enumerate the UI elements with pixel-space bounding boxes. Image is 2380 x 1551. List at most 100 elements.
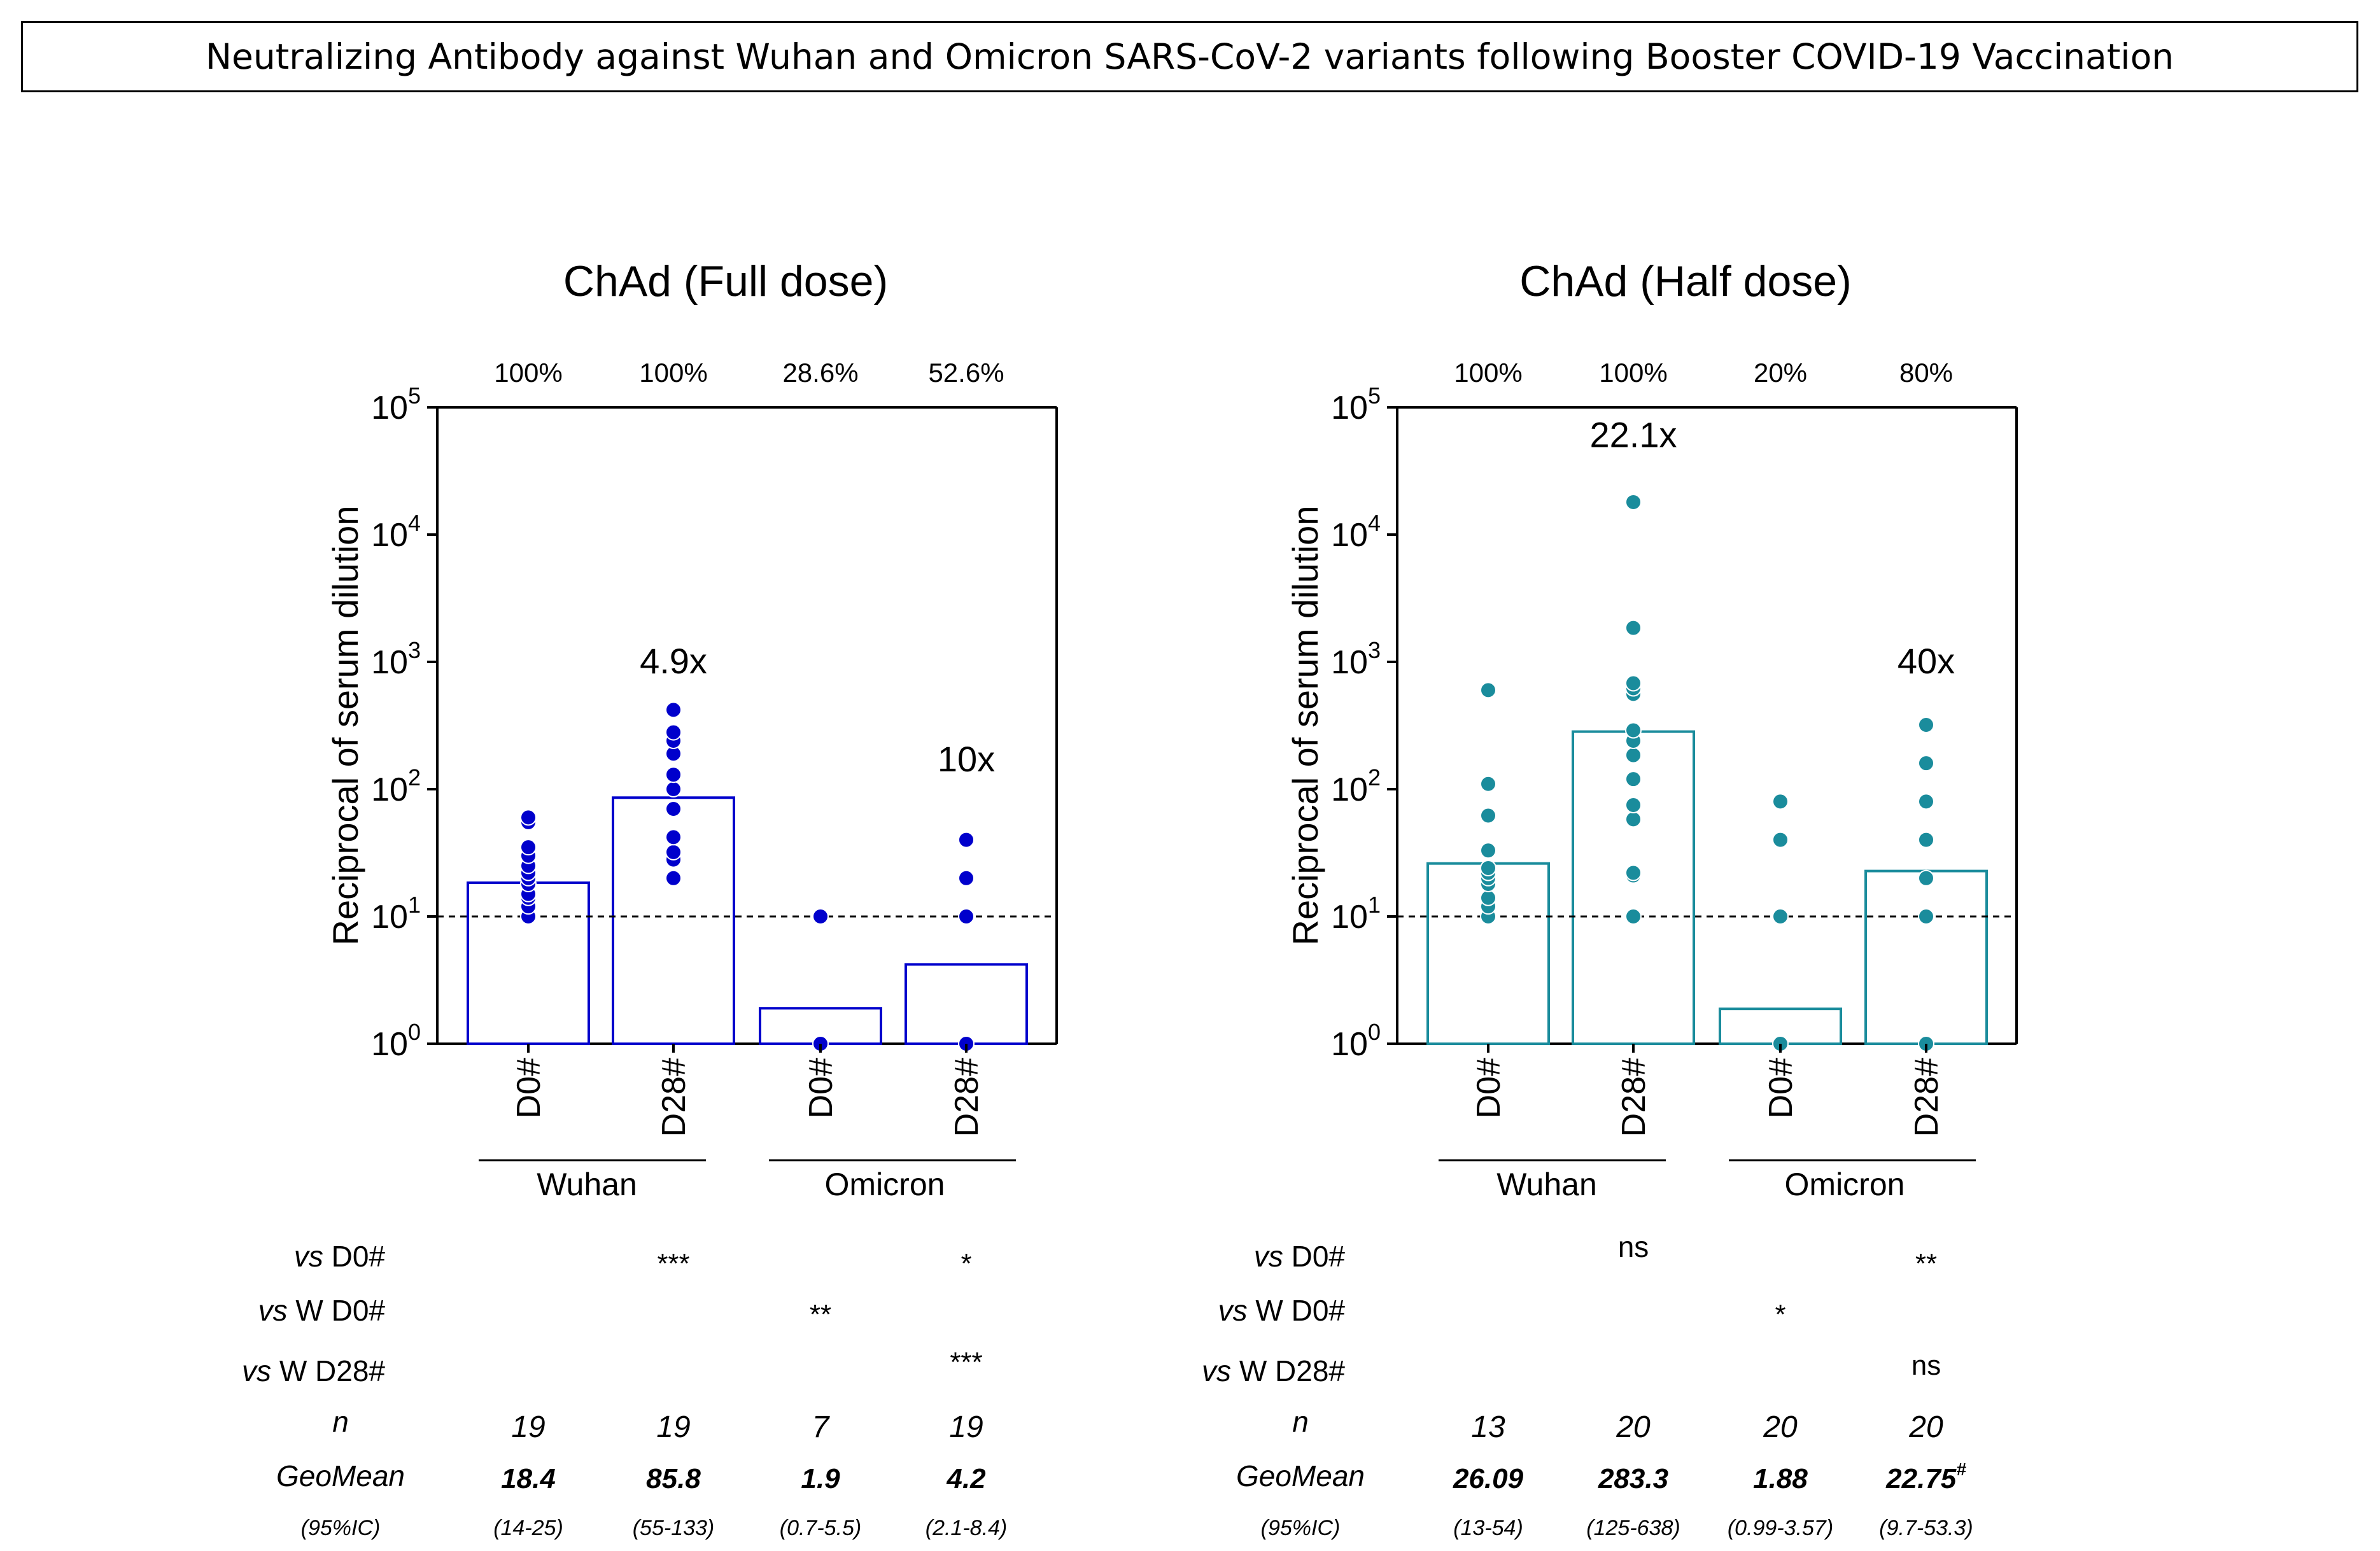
header-title-box: Neutralizing Antibody against Wuhan and … [21, 21, 2358, 92]
percent-label: 100% [494, 358, 562, 388]
percent-label: 80% [1899, 358, 1953, 388]
stat-vs-w-d28: ns [1912, 1350, 1941, 1381]
group-label: Wuhan [537, 1167, 637, 1202]
header-title: Neutralizing Antibody against Wuhan and … [205, 36, 2174, 77]
group-label: Wuhan [1496, 1167, 1597, 1202]
y-tick-label: 104 [1331, 510, 1381, 554]
data-point [812, 908, 829, 925]
chart-title: ChAd (Half dose) [1519, 257, 1852, 305]
data-point [1625, 864, 1642, 881]
stat-n: 19 [511, 1410, 545, 1444]
y-axis-label: Reciprocal of serum dilution [1285, 506, 1325, 946]
x-category-label: D0# [1470, 1058, 1507, 1118]
x-category-label: D28# [1908, 1058, 1945, 1137]
fold-annotation: 40x [1898, 641, 1955, 681]
data-point [520, 809, 537, 826]
data-point [1918, 869, 1934, 887]
stat-label-geomean: GeoMean [1236, 1459, 1365, 1492]
y-tick-label: 100 [1331, 1019, 1381, 1063]
stat-ci: (0.7-5.5) [780, 1516, 862, 1540]
data-point [1918, 793, 1934, 810]
stat-geomean: 18.4 [501, 1463, 556, 1494]
data-point [1625, 811, 1642, 828]
x-category-label: D28# [948, 1058, 985, 1137]
data-point [1480, 682, 1496, 699]
stat-n: 20 [1908, 1410, 1943, 1444]
chart-panel-2: ChAd (Half dose) 100% 100% 20% 80% 100 101 102 1… [1202, 257, 2018, 1540]
data-point [1625, 771, 1642, 788]
y-tick-label: 103 [1331, 637, 1381, 681]
percent-label: 52.6% [928, 358, 1004, 388]
y-tick-label: 105 [371, 382, 421, 426]
percent-label: 28.6% [782, 358, 858, 388]
data-point [1772, 793, 1789, 810]
y-tick-label: 105 [1331, 382, 1381, 426]
stat-label-vs-w-d0: vs W D0# [1218, 1294, 1346, 1327]
data-point [665, 829, 682, 846]
stat-ci: (14-25) [493, 1516, 563, 1540]
stat-n: 19 [949, 1410, 983, 1444]
data-point [520, 839, 537, 856]
stat-n: 20 [1616, 1410, 1651, 1444]
stat-n: 7 [812, 1410, 831, 1444]
data-point [1625, 908, 1642, 925]
stat-vs-w-d28: *** [950, 1347, 982, 1378]
stat-geomean: 26.09 [1453, 1463, 1524, 1494]
stat-vs-w-d0: * [1775, 1299, 1785, 1330]
percent-label: 100% [1599, 358, 1667, 388]
data-point [665, 724, 682, 741]
stat-label-geomean: GeoMean [276, 1459, 405, 1492]
stat-ci: (9.7-53.3) [1879, 1516, 1973, 1540]
stat-geomean: 1.88 [1753, 1463, 1808, 1494]
stat-label-ci: (95%IC) [301, 1516, 381, 1540]
data-point [1480, 775, 1496, 792]
fold-annotation: 10x [938, 739, 995, 779]
data-point [1480, 859, 1496, 876]
stat-label-vs-d0: vs D0# [294, 1240, 386, 1273]
chart-title: ChAd (Full dose) [563, 257, 888, 305]
fold-annotation: 4.9x [640, 641, 707, 681]
stat-geomean: 283.3 [1598, 1463, 1668, 1494]
stat-ci: (125-638) [1586, 1516, 1680, 1540]
data-point [1918, 831, 1934, 848]
group-label: Omicron [1785, 1167, 1905, 1202]
y-tick-label: 103 [371, 637, 421, 681]
y-tick-label: 101 [1331, 892, 1381, 936]
stat-label-vs-d0: vs D0# [1254, 1240, 1346, 1273]
data-point [1918, 716, 1934, 733]
percent-label: 20% [1754, 358, 1807, 388]
x-category-label: D0# [803, 1058, 840, 1118]
stat-label-vs-w-d0: vs W D0# [258, 1294, 386, 1327]
stat-ci: (2.1-8.4) [926, 1516, 1008, 1540]
data-point [1480, 842, 1496, 859]
stat-ci: (13-54) [1453, 1516, 1523, 1540]
data-point [1625, 675, 1642, 692]
stat-vs-d0: ns [1618, 1230, 1649, 1263]
y-tick-label: 102 [1331, 764, 1381, 808]
y-tick-label: 100 [371, 1019, 421, 1063]
stat-label-vs-w-d28: vs W D28# [1202, 1354, 1345, 1387]
data-point [665, 843, 682, 860]
data-point [1625, 722, 1642, 739]
x-category-label: D28# [1616, 1058, 1652, 1137]
chart-panel-1: ChAd (Full dose) 100% 100% 28.6% 52.6% 100 101… [242, 257, 1058, 1540]
data-point [1918, 755, 1934, 772]
stat-n: 20 [1763, 1410, 1798, 1444]
data-point [958, 831, 975, 848]
y-tick-label: 101 [371, 892, 421, 936]
data-point [1772, 831, 1789, 848]
data-point [665, 781, 682, 797]
stat-vs-d0: *** [657, 1248, 689, 1279]
fold-annotation: 22.1x [1590, 414, 1677, 454]
bar [905, 963, 1028, 1045]
bar [1864, 869, 1988, 1046]
stat-label-vs-w-d28: vs W D28# [242, 1354, 385, 1387]
stat-ci: (0.99-3.57) [1728, 1516, 1833, 1540]
stat-geomean: 4.2 [946, 1463, 986, 1494]
stat-label-n: n [332, 1405, 349, 1438]
percent-label: 100% [639, 358, 707, 388]
data-point [665, 800, 682, 817]
data-point [1480, 889, 1496, 906]
stat-label-ci: (95%IC) [1261, 1516, 1341, 1540]
